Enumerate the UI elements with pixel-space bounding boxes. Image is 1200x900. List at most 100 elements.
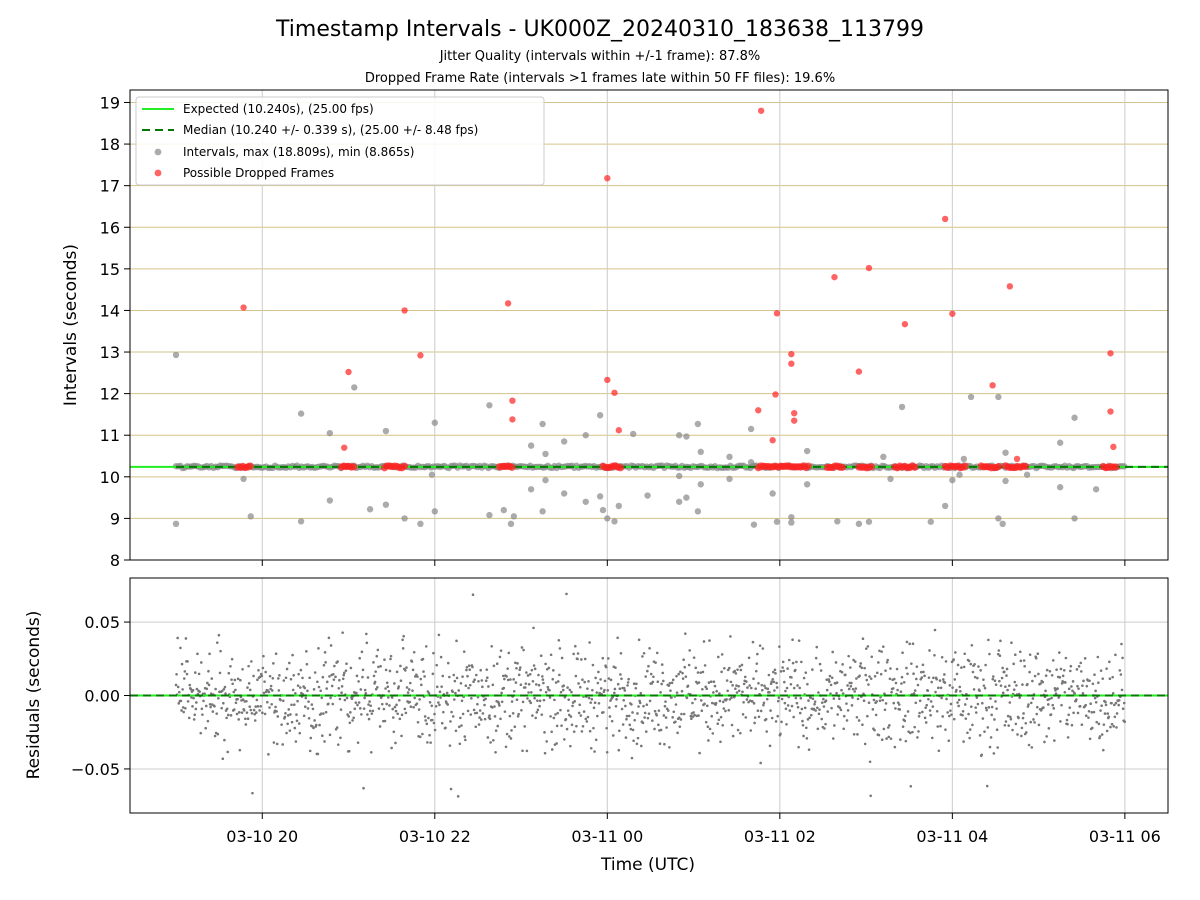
residual-point xyxy=(813,702,816,706)
residual-point xyxy=(225,707,229,711)
residual-point xyxy=(914,701,918,705)
residual-point xyxy=(485,668,489,671)
residual-point xyxy=(451,715,455,718)
residual-point xyxy=(177,702,181,705)
residual-point xyxy=(795,701,799,705)
residual-point xyxy=(391,716,395,719)
residual-point xyxy=(408,700,412,704)
residual-point xyxy=(809,696,813,700)
residual-point xyxy=(972,688,976,691)
residual-point xyxy=(1007,684,1011,687)
residual-point xyxy=(512,689,516,693)
residual-point xyxy=(201,713,204,716)
residual-point xyxy=(580,658,583,661)
residual-point xyxy=(703,664,707,667)
residual-point xyxy=(1033,674,1037,678)
residual-point xyxy=(681,677,685,680)
residual-point xyxy=(670,681,674,685)
residual-point xyxy=(913,725,916,729)
residual-point xyxy=(1099,709,1102,712)
residual-point xyxy=(1060,703,1063,707)
interval-point xyxy=(788,513,795,521)
residual-point xyxy=(701,687,704,691)
residual-point xyxy=(420,683,423,687)
residual-point xyxy=(778,645,781,648)
residual-point xyxy=(697,714,700,717)
residual-point xyxy=(918,699,922,703)
residual-point xyxy=(1057,696,1061,699)
residual-point xyxy=(751,700,754,703)
residual-point xyxy=(669,689,672,692)
residual-point xyxy=(484,679,488,683)
residual-point xyxy=(921,663,925,667)
residual-point xyxy=(674,703,678,706)
residual-point xyxy=(882,645,885,648)
residual-point xyxy=(742,682,746,686)
residual-point xyxy=(725,679,729,682)
y-tick-label: 0.05 xyxy=(84,613,120,632)
residual-point xyxy=(964,717,968,720)
residual-point xyxy=(479,668,483,672)
residual-point xyxy=(592,726,595,730)
residual-point xyxy=(587,696,591,700)
residual-point xyxy=(235,712,239,716)
residual-point xyxy=(313,671,317,674)
residual-point xyxy=(280,723,283,726)
residual-point xyxy=(959,689,962,693)
residual-point xyxy=(440,721,444,725)
residual-point xyxy=(815,645,819,649)
residual-point xyxy=(758,644,762,647)
residual-point xyxy=(955,688,958,692)
residual-point xyxy=(531,680,535,683)
residual-point xyxy=(246,686,249,689)
residual-point xyxy=(357,680,360,683)
residual-point xyxy=(949,702,953,706)
residual-point xyxy=(253,712,256,716)
residual-point xyxy=(1047,703,1050,706)
residual-point xyxy=(384,668,388,672)
residual-point xyxy=(323,651,327,654)
residual-point xyxy=(534,716,538,720)
residual-point xyxy=(295,713,298,716)
residual-point xyxy=(780,697,784,701)
residual-point xyxy=(305,662,309,666)
residual-point xyxy=(369,704,373,708)
residual-point xyxy=(920,676,924,679)
residual-point xyxy=(460,724,463,727)
residual-point xyxy=(902,680,906,684)
residual-point xyxy=(739,668,743,672)
residual-point xyxy=(982,678,985,681)
residual-point xyxy=(944,660,948,663)
dropped-frame-point xyxy=(791,417,798,424)
residual-point xyxy=(192,718,196,721)
interval-point xyxy=(726,475,733,483)
residual-point xyxy=(621,723,625,726)
residual-point xyxy=(455,639,458,643)
residual-point xyxy=(617,748,621,752)
residual-point xyxy=(362,707,366,710)
residual-point xyxy=(888,724,891,727)
residual-point xyxy=(1053,686,1057,690)
residual-point xyxy=(679,718,683,721)
residual-point xyxy=(274,652,278,656)
residual-point xyxy=(1068,706,1072,709)
residual-point xyxy=(560,656,564,660)
residual-point xyxy=(982,684,986,687)
residual-point xyxy=(634,686,638,690)
dropped-frame-point xyxy=(1107,350,1114,357)
residual-point xyxy=(1065,718,1069,722)
residual-point xyxy=(1117,698,1121,702)
residual-point xyxy=(384,687,387,690)
residual-point xyxy=(751,640,755,644)
residual-point xyxy=(1028,653,1032,656)
residual-point xyxy=(387,689,391,693)
residual-point xyxy=(988,745,992,749)
residual-point xyxy=(680,689,684,693)
residual-point xyxy=(883,692,886,696)
interval-point xyxy=(941,502,949,510)
residual-point xyxy=(1016,733,1019,736)
residual-point xyxy=(542,681,545,685)
residual-point xyxy=(374,670,377,673)
residual-point xyxy=(870,655,874,659)
residual-point xyxy=(1097,722,1101,726)
